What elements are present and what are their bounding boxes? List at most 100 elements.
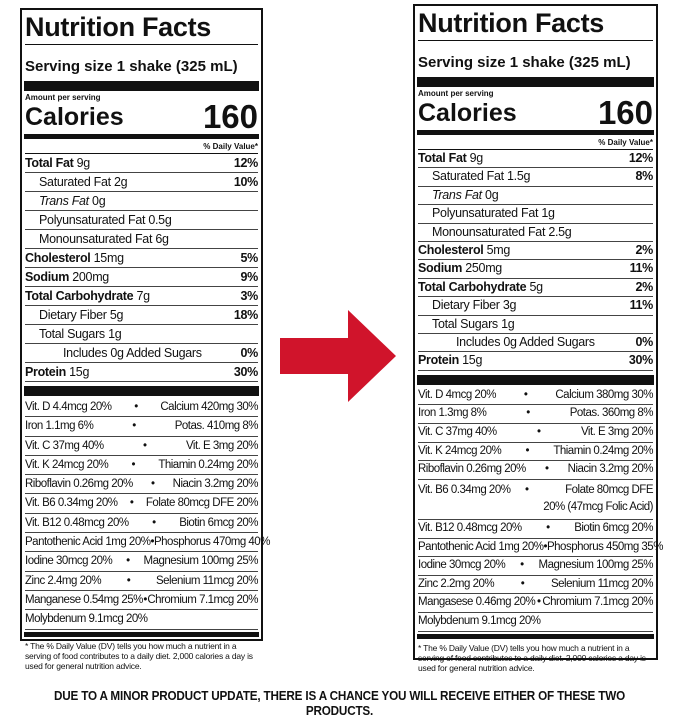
amount-per-serving: Amount per serving <box>25 93 101 102</box>
arrow-right-icon <box>280 310 396 402</box>
nutrient-label: Total Fat <box>25 156 74 170</box>
nutrient-daily-value: 30% <box>628 353 653 368</box>
calories-value: 160 <box>202 98 258 135</box>
vitamin-row: Iron 1.1mg 6% • Potas. 410mg 8% <box>25 417 259 437</box>
nutrient-amount: 5g <box>109 308 124 322</box>
nutrient-name: Cholesterol 15mg <box>25 249 124 267</box>
nutrient-amount: 0.5g <box>148 213 172 227</box>
vitamin-row: Zinc 2.4mg 20% • Selenium 11mcg 20% <box>25 572 259 591</box>
nutrient-name: Total Sugars 1g <box>418 316 515 333</box>
divider <box>417 633 654 639</box>
nutrient-label: Dietary Fiber <box>39 308 107 322</box>
nutrient-daily-value: 9% <box>240 270 259 284</box>
calories-row: Calories 160 <box>418 94 653 131</box>
vitamin-row: Vit. B12 0.48mcg 20% • Biotin 6mcg 20% <box>25 514 258 534</box>
nutrient-label: Total Sugars <box>39 327 105 341</box>
nutrient-amount: 1g <box>108 327 122 341</box>
vitamin-right: Calcium 380mg 30% <box>555 388 653 401</box>
nutrient-label: Cholesterol <box>418 243 484 258</box>
nutrition-label-updated: Nutrition Facts Serving size 1 shake (325… <box>413 4 663 673</box>
nutrient-name: Polyunsaturated Fat 0.5g <box>25 211 172 229</box>
nutrient-name: Sodium 200mg <box>25 268 109 286</box>
nutrient-label: Sodium <box>418 261 463 276</box>
bullet: • <box>546 522 550 535</box>
nutrient-row: Cholesterol 5mg 2% <box>418 242 653 261</box>
vitamin-right: Selenium 11mcg 20% <box>155 574 259 587</box>
nutrient-daily-value: 5% <box>240 251 259 265</box>
vitamin-row: Molybdenum 9.1mcg 20% <box>418 613 653 632</box>
nutrient-amount: 5mg <box>486 243 511 258</box>
bullet: • <box>526 407 530 420</box>
nutrient-label: Dietary Fiber <box>432 298 500 313</box>
panel-title: Nutrition Facts <box>418 8 605 38</box>
nutrient-amount: 6g <box>155 232 169 246</box>
vitamin-left: Iodine 30mcg 20% <box>25 555 113 568</box>
footnote: * The % Daily Value (DV) tells you how m… <box>25 640 253 671</box>
vitamin-right: Selenium 11mcg 20% <box>550 577 654 590</box>
vitamin-row: Vit. K 24mcg 20% • Thiamin 0.24mg 20% <box>25 456 258 476</box>
nutrient-row: Total Carbohydrate 5g 2% <box>418 279 653 298</box>
nutrient-name: Total Sugars 1g <box>25 325 122 343</box>
nutrient-name: Protein 15g <box>418 352 482 369</box>
vitamin-row: Riboflavin 0.26mg 20% • Niacin 3.2mg 20% <box>418 461 654 480</box>
nutrient-label: Monounsaturated Fat <box>39 232 153 246</box>
amount-per-serving: Amount per serving <box>418 89 494 98</box>
bullet: • <box>520 577 525 590</box>
nutrient-amount: 2.5g <box>548 224 572 239</box>
nutrient-label: Monounsaturated Fat <box>432 224 546 239</box>
nutrient-row: Polyunsaturated Fat 0.5g <box>25 211 258 230</box>
bullet: • <box>143 439 147 452</box>
nutrient-amount: 1.5g <box>507 169 531 184</box>
nutrient-label: Saturated Fat <box>432 169 504 184</box>
vitamin-row: Vit. C 37mg 40% • Vit. E 3mg 20% <box>25 437 259 456</box>
vitamin-right: Phosphorus 450mg 35% <box>546 540 663 553</box>
nutrient-label: Total Carbohydrate <box>418 279 527 294</box>
nutrient-name: Polyunsaturated Fat 1g <box>418 205 555 222</box>
nutrient-row: Cholesterol 15mg 5% <box>25 249 258 268</box>
vitamin-right: Niacin 3.2mg 20% <box>172 478 259 491</box>
daily-value-header: % Daily Value* <box>418 137 653 150</box>
calories-value: 160 <box>597 94 653 131</box>
nutrient-label: Sodium <box>25 270 70 284</box>
nutrient-amount: 15g <box>69 365 90 379</box>
vitamin-row: Pantothenic Acid 1mg 20% • Phosphorus 450m… <box>418 539 663 558</box>
divider <box>417 77 654 87</box>
nutrient-daily-value: 30% <box>233 365 258 379</box>
vitamin-left: Vit. K 24mcg 20% <box>25 458 109 471</box>
nutrient-name: Total Carbohydrate 7g <box>25 287 150 305</box>
nutrient-row: Monounsaturated Fat 6g <box>25 230 258 249</box>
nutrient-amount: 5g <box>529 279 543 294</box>
vitamin-right: Potas. 410mg 8% <box>174 420 259 433</box>
calories-label: Calories <box>418 99 517 127</box>
vitamin-right: Folate 80mcg DFE 20% (47mcg Folic Acid) <box>543 483 653 514</box>
bullet: • <box>150 478 155 491</box>
bullet: • <box>134 401 138 413</box>
divider <box>24 386 259 396</box>
nutrient-label: Includes 0g Added Sugars <box>63 346 202 360</box>
nutrient-label: Total Fat <box>418 151 467 165</box>
vitamin-row: Vit. K 24mcg 20% • Thiamin 0.24mg 20% <box>418 443 653 462</box>
vitamin-row: Iodine 30mcg 20% • Magnesium 100mg 25% <box>418 557 653 576</box>
nutrient-row: Polyunsaturated Fat 1g <box>418 205 653 224</box>
vitamin-left: Molybdenum 9.1mcg 20% <box>418 615 541 627</box>
nutrient-amount: 9g <box>76 156 91 170</box>
vitamin-left: Molybdenum 9.1mcg 20% <box>25 613 148 626</box>
vitamin-row: Molybdenum 9.1mcg 20% <box>25 610 258 630</box>
bullet: • <box>537 426 541 439</box>
divider <box>417 130 654 135</box>
vitamin-left: Iodine 30mcg 20% <box>418 559 506 572</box>
nutrient-name: Monounsaturated Fat 6g <box>25 230 169 248</box>
nutrient-amount: 0g <box>485 187 499 202</box>
vitamin-right: Biotin 6mcg 20% <box>179 516 258 529</box>
nutrient-row: Dietary Fiber 3g 11% <box>418 297 653 316</box>
nutrient-amount: 200mg <box>72 270 109 284</box>
bullet: • <box>152 516 156 529</box>
vitamin-right: Chromium 7.1mcg 20% <box>147 593 258 606</box>
vitamin-right: Vit. E 3mg 20% <box>580 426 654 439</box>
vitamin-right: Vit. E 3mg 20% <box>185 439 259 452</box>
vitamin-right: Thiamin 0.24mg 20% <box>158 458 258 471</box>
calories-label: Calories <box>25 103 124 131</box>
nutrient-label: Protein <box>25 365 66 379</box>
daily-value-header: % Daily Value* <box>25 141 258 154</box>
vitamin-row: Vit. B6 0.34mg 20% • Folate 80mcg DFE 20% … <box>418 480 654 521</box>
